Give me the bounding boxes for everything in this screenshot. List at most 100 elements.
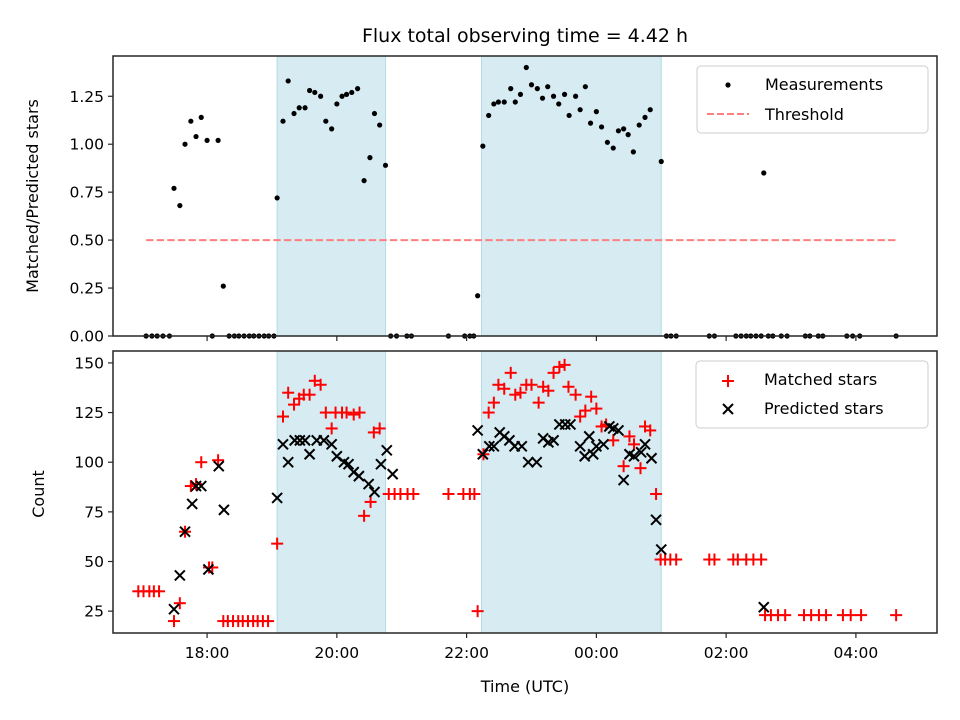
predicted-star-point (353, 470, 365, 482)
x-tick-label: 00:00 (574, 644, 619, 662)
predicted-star-point (325, 438, 338, 451)
matched-star-point (173, 597, 186, 610)
matched-star-point (358, 509, 371, 522)
x-tick-label: 20:00 (315, 644, 360, 662)
bottom-panel: 25 50 75 100 125 150 18:00 20:00 22:00 00:00 02:0… (29, 350, 938, 696)
predicted-star-point (271, 492, 283, 504)
measurement-point (610, 145, 616, 151)
measurement-point (604, 139, 611, 145)
predicted-star-points (168, 418, 770, 615)
matched-star-point (644, 424, 657, 437)
measurement-point (512, 99, 518, 105)
predicted-star-point (483, 440, 496, 453)
predicted-star-point (381, 444, 393, 457)
predicted-star-point (218, 504, 230, 516)
measurement-point (573, 93, 579, 99)
measurement-point (561, 91, 568, 97)
legend-label-threshold: Threshold (764, 105, 844, 124)
matched-star-points (132, 358, 903, 628)
predicted-star-point (488, 440, 500, 453)
measurement-point (306, 87, 313, 94)
matched-star-point (525, 378, 538, 391)
chart-title: Flux total observing time = 4.42 h (362, 25, 688, 47)
top-x-ticks (206, 336, 857, 341)
measurement-point (636, 122, 642, 128)
matched-star-point (471, 605, 484, 618)
predicted-star-point (645, 452, 658, 464)
measurement-point (382, 162, 389, 168)
predicted-star-point (318, 434, 330, 447)
y-tick-label: 1.25 (69, 88, 104, 106)
measurement-point (177, 202, 183, 209)
measurement-point (556, 101, 562, 107)
matched-star-point (532, 396, 545, 409)
bottom-axes-frame (112, 350, 938, 634)
matched-star-point (542, 384, 555, 397)
y-tick-label: 0.75 (69, 184, 104, 202)
predicted-star-point (547, 434, 560, 447)
y-tick-label: 1.00 (69, 136, 104, 154)
measurement-point (349, 89, 355, 96)
measurement-point (171, 185, 177, 191)
top-panel: 0.00 0.25 0.50 0.75 1.00 1.25 Matched/Predict… (23, 55, 938, 346)
matched-star-point (498, 382, 511, 395)
predicted-star-point (174, 569, 186, 582)
measurement-point (658, 158, 664, 165)
top-legend: Measurements Threshold (696, 65, 929, 134)
measurement-point (642, 114, 648, 120)
measurement-point (508, 86, 514, 92)
matched-star-point (574, 410, 587, 423)
predicted-star-point (612, 424, 625, 437)
measurement-point (193, 133, 199, 140)
predicted-star-point (639, 438, 651, 451)
matched-star-point (890, 609, 903, 622)
matched-star-point (509, 388, 522, 401)
predicted-star-point (587, 448, 599, 460)
matched-star-point (553, 360, 566, 373)
predicted-star-point (294, 434, 306, 447)
measurement-point (598, 124, 605, 130)
legend-x-icon (722, 403, 734, 415)
predicted-star-point (655, 543, 667, 556)
matched-star-point (547, 366, 560, 379)
observing-window (481, 55, 662, 337)
measurement-point (371, 110, 378, 117)
predicted-star-point (590, 440, 603, 453)
measurement-point (582, 84, 588, 90)
measurement-point (495, 99, 501, 105)
y-tick-label: 0.50 (69, 232, 104, 250)
predicted-star-point (179, 526, 191, 538)
measurement-point (501, 99, 507, 105)
measurement-point (647, 107, 653, 113)
y-tick-label: 100 (74, 454, 104, 472)
matched-star-point (779, 609, 792, 622)
matched-star-point (271, 537, 284, 550)
matched-star-point (755, 553, 768, 566)
legend-dot-icon (725, 82, 731, 88)
x-tick-label: 22:00 (444, 644, 489, 662)
bottom-shaded-regions (276, 350, 662, 634)
measurement-point (621, 126, 627, 132)
legend-label-predicted: Predicted stars (764, 399, 884, 418)
measurement-point (577, 107, 583, 113)
predicted-star-point (597, 438, 610, 451)
measurement-point (615, 128, 622, 134)
predicted-star-point (559, 418, 571, 431)
predicted-star-point (758, 601, 770, 613)
matched-star-point (282, 386, 295, 399)
matched-star-point (195, 456, 208, 469)
measurement-point (491, 101, 497, 107)
predicted-star-point (168, 603, 180, 615)
measurement-point (188, 118, 194, 124)
predicted-star-point (564, 418, 577, 431)
measurement-point (198, 114, 204, 120)
measurement-point (545, 84, 551, 90)
predicted-star-point (530, 456, 543, 468)
matched-star-point (303, 388, 316, 401)
predicted-star-point (375, 458, 387, 470)
measurement-point (215, 137, 221, 143)
measurement-point (625, 132, 631, 138)
observing-window (276, 55, 387, 337)
matched-star-point (262, 615, 275, 628)
x-tick-label: 18:00 (185, 644, 230, 662)
